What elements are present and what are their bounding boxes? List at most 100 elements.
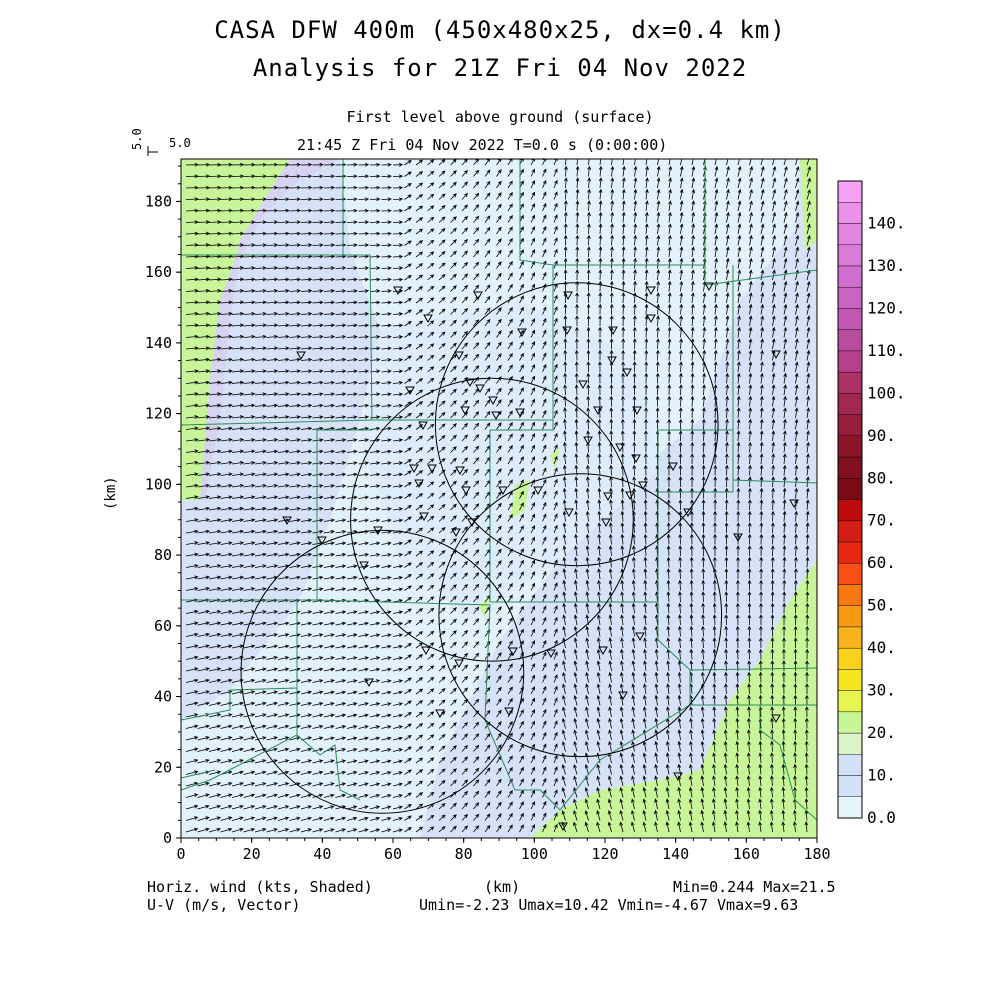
wind-vector — [231, 518, 245, 523]
wind-vector — [369, 208, 381, 213]
wind-vector — [484, 284, 491, 292]
wind-vector — [690, 326, 695, 338]
wind-vector — [323, 231, 336, 236]
wind-vector — [231, 610, 244, 614]
wind-vector — [266, 415, 279, 419]
wind-vector — [300, 174, 313, 179]
wind-vector — [185, 311, 199, 316]
wind-vector — [679, 315, 684, 327]
wind-vector — [781, 683, 786, 695]
wind-vector — [724, 591, 729, 603]
wind-vector — [415, 585, 424, 591]
wind-vector — [323, 312, 336, 316]
wind-vector — [598, 188, 603, 200]
wind-vector — [585, 579, 590, 591]
wind-vector — [358, 415, 370, 420]
wind-vector — [185, 288, 199, 293]
wind-vector — [507, 824, 513, 833]
wind-vector — [643, 522, 648, 534]
wind-vector — [323, 323, 336, 328]
wind-vector — [461, 261, 469, 269]
wind-vector — [496, 272, 502, 281]
wind-vector — [243, 415, 256, 419]
wind-vector — [585, 648, 590, 660]
wind-vector — [323, 690, 335, 695]
wind-vector — [404, 263, 412, 269]
wind-vector — [266, 392, 279, 396]
wind-vector — [208, 678, 222, 683]
wind-vector — [312, 220, 324, 225]
wind-vector — [772, 223, 776, 235]
wind-vector — [266, 701, 279, 706]
wind-vector — [678, 476, 683, 487]
wind-vector — [266, 220, 279, 224]
wind-vector — [562, 533, 567, 545]
wind-vector — [655, 418, 660, 430]
wind-vector — [266, 610, 279, 614]
x-axis: 0 20 40 60 80 100 120 140 160 180 — [176, 838, 831, 863]
wind-vector — [335, 403, 347, 408]
wind-vector — [507, 444, 513, 453]
wind-vector — [392, 759, 403, 764]
wind-vector — [794, 384, 799, 396]
wind-vector — [496, 249, 502, 258]
wind-vector — [266, 300, 279, 305]
wind-vector — [220, 747, 233, 752]
wind-vector — [392, 598, 404, 603]
wind-vector — [289, 438, 301, 442]
wind-vector — [254, 518, 267, 523]
wind-vector — [542, 570, 547, 580]
wind-vector — [563, 384, 567, 396]
wind-vector — [289, 724, 301, 729]
wind-vector — [323, 380, 335, 385]
wind-vector — [794, 441, 799, 453]
colorbar-swatch — [837, 711, 863, 734]
wind-vector — [208, 289, 222, 293]
wind-vector — [473, 503, 480, 511]
wind-vector — [197, 311, 211, 316]
wind-vector — [735, 763, 740, 775]
wind-vector — [759, 533, 764, 545]
wind-vector — [608, 637, 613, 649]
wind-vector — [793, 648, 798, 660]
wind-vector — [358, 748, 369, 752]
wind-vector — [254, 415, 267, 419]
wind-vector — [438, 653, 446, 660]
wind-vector — [542, 467, 547, 476]
wind-vector — [562, 683, 566, 695]
wind-vector — [335, 679, 347, 683]
wind-vector — [323, 243, 336, 247]
wind-vector — [254, 495, 267, 500]
wind-vector — [243, 747, 256, 752]
wind-vector — [666, 671, 670, 683]
wind-vector — [220, 759, 233, 764]
wind-vector — [542, 375, 547, 384]
wind-vector — [597, 614, 601, 626]
wind-vector — [300, 793, 312, 798]
wind-vector — [562, 568, 567, 580]
wind-vector — [702, 384, 706, 396]
wind-vector — [679, 349, 683, 361]
wind-vector — [312, 174, 324, 179]
wind-vector — [507, 755, 513, 764]
wind-vector — [335, 770, 347, 775]
wind-vector — [806, 166, 811, 177]
wind-vector — [231, 185, 245, 190]
wind-vector — [573, 821, 578, 833]
wind-vector — [530, 168, 535, 177]
wind-vector — [312, 644, 324, 649]
wind-vector — [289, 633, 301, 637]
wind-vector — [197, 804, 210, 810]
wind-vector — [667, 430, 671, 442]
colorbar-swatch — [837, 414, 863, 437]
wind-vector — [562, 660, 566, 672]
wind-vector — [700, 775, 705, 787]
wind-vector — [450, 250, 457, 258]
wind-vector — [254, 197, 268, 202]
wind-vector — [619, 729, 624, 741]
wind-vector — [630, 821, 635, 833]
wind-vector — [562, 499, 567, 511]
wind-vector — [208, 311, 222, 316]
wind-vector — [667, 372, 672, 384]
wind-vector — [335, 816, 347, 821]
